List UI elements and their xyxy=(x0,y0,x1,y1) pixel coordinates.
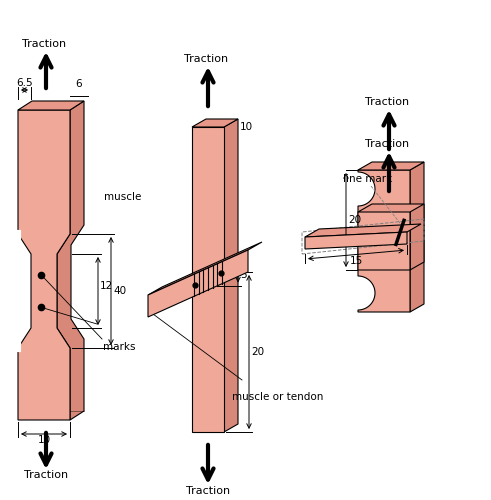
Polygon shape xyxy=(57,101,84,420)
Text: 10: 10 xyxy=(37,435,51,445)
Text: Traction: Traction xyxy=(186,486,230,496)
Polygon shape xyxy=(410,162,424,270)
Polygon shape xyxy=(18,101,84,110)
Text: muscle or tendon: muscle or tendon xyxy=(232,392,324,402)
Text: line mark: line mark xyxy=(343,174,392,184)
Text: 20: 20 xyxy=(251,347,264,357)
Polygon shape xyxy=(192,119,238,127)
Text: 20: 20 xyxy=(348,215,361,225)
Text: 6.5: 6.5 xyxy=(16,78,33,88)
Text: Traction: Traction xyxy=(184,54,228,64)
Text: Traction: Traction xyxy=(365,139,409,149)
Polygon shape xyxy=(224,119,238,432)
Polygon shape xyxy=(358,170,410,270)
Text: 6: 6 xyxy=(75,79,82,89)
Text: muscle: muscle xyxy=(104,192,141,202)
Polygon shape xyxy=(18,110,70,420)
Polygon shape xyxy=(305,232,407,249)
Polygon shape xyxy=(410,204,424,312)
Polygon shape xyxy=(148,250,248,317)
Polygon shape xyxy=(305,224,421,237)
Polygon shape xyxy=(358,204,424,212)
Polygon shape xyxy=(358,162,424,170)
Text: 40: 40 xyxy=(113,286,126,296)
Text: Traction: Traction xyxy=(365,97,409,107)
Text: 15: 15 xyxy=(350,256,363,266)
Text: Traction: Traction xyxy=(24,470,68,480)
Polygon shape xyxy=(192,127,224,432)
Text: marks: marks xyxy=(103,342,136,352)
Text: 5: 5 xyxy=(240,270,246,280)
Text: 12: 12 xyxy=(100,281,113,291)
Polygon shape xyxy=(358,212,410,312)
Text: 10: 10 xyxy=(240,122,253,132)
Text: Traction: Traction xyxy=(22,39,66,49)
Polygon shape xyxy=(148,242,262,295)
